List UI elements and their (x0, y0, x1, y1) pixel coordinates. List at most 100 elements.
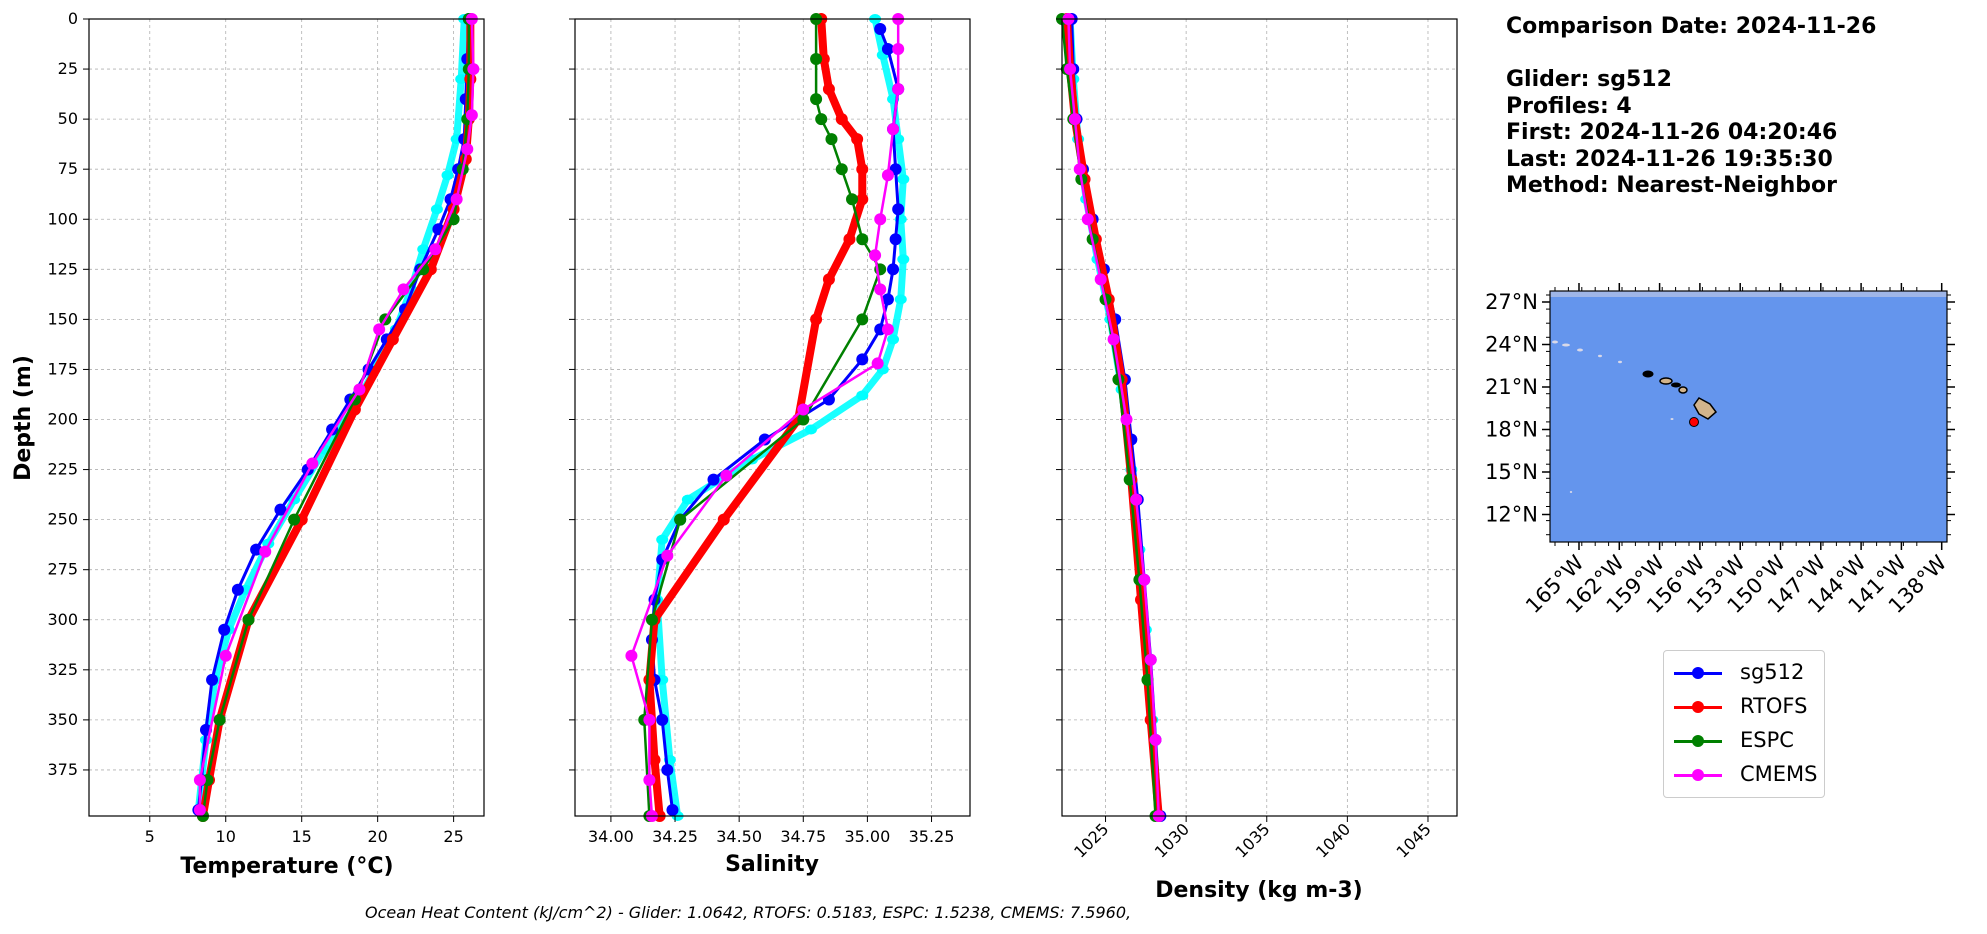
sg512-point (707, 473, 720, 486)
sg512-raw-trace (194, 18, 468, 811)
cmems-point (1138, 573, 1151, 586)
map-islands (1552, 340, 1718, 493)
map-ytick-label: 27°N (1485, 290, 1538, 314)
salinity-axes-frame (574, 18, 971, 817)
salinity-xtick-label: 34.00 (588, 827, 634, 846)
cmems-point (869, 249, 882, 262)
cmems-point (661, 549, 674, 562)
profile-count: Profiles: 4 (1506, 93, 1632, 119)
rtofs-point (648, 753, 661, 766)
density-panel: 1025 1030 1035 1040 1045 Density (kg m-3) (1056, 13, 1458, 903)
salinity-xtick-label: 34.75 (780, 827, 826, 846)
cmems-point (1144, 653, 1157, 666)
cmems-point (353, 383, 366, 396)
espc-series-line (201, 19, 471, 817)
depth-ytick-label: 50 (58, 109, 78, 128)
density-axes-frame (1061, 18, 1458, 817)
rtofs-point (717, 513, 730, 526)
espc-point (213, 713, 226, 726)
cmems-point (306, 457, 319, 470)
cmems-point (193, 773, 206, 786)
cmems-point (797, 403, 810, 416)
rtofs-point (822, 273, 835, 286)
salinity-panel: 34.00 34.25 34.50 34.75 35.00 35.25 Salinity (569, 13, 971, 877)
glider-name: Glider: sg512 (1506, 67, 1672, 92)
legend-label: sg512 (1740, 660, 1805, 684)
temperature-xtick-label: 20 (367, 827, 387, 846)
cmems-point (874, 283, 887, 296)
sg512-point (206, 673, 219, 686)
espc-point (815, 113, 828, 126)
salinity-xtick-label: 34.50 (716, 827, 762, 846)
cmems-point (1073, 163, 1086, 176)
rtofs-series-line (1062, 18, 1163, 817)
espc-point (1141, 673, 1154, 686)
comparison-info: Comparison Date: 2024-11-26 Glider: sg51… (1506, 14, 1876, 200)
rtofs-series-line (198, 19, 475, 817)
legend-label: ESPC (1740, 728, 1794, 752)
sg512-series-line (196, 18, 471, 811)
temperature-panel: 5 10 15 20 250255075100125150175200225250275… (11, 9, 485, 879)
sg512-point (874, 23, 887, 36)
cmems-point (1064, 63, 1077, 76)
espc-point (846, 193, 859, 206)
depth-ytick-label: 200 (47, 410, 78, 429)
cmems-point (1068, 113, 1081, 126)
depth-ytick-label: 250 (47, 510, 78, 529)
cmems-point (193, 803, 206, 816)
density-xtick-label: 1025 (1070, 819, 1112, 861)
legend-item-sg512: sg512 (1674, 659, 1824, 689)
cmems-point (1120, 413, 1133, 426)
depth-ytick-label: 25 (58, 59, 78, 78)
espc-point (797, 413, 810, 426)
sg512-point (231, 583, 244, 596)
density-xlabel: Density (kg m-3) (1155, 878, 1363, 903)
cmems-point (887, 123, 900, 136)
rtofs-point (386, 333, 399, 346)
depth-ytick-label: 225 (47, 460, 78, 479)
temperature-axes-frame (88, 18, 485, 817)
cmems-point (1130, 493, 1143, 506)
depth-ytick-label: 350 (47, 710, 78, 729)
cmems-point (881, 169, 894, 182)
sg512-point (656, 713, 669, 726)
cmems-point (465, 109, 478, 122)
sg512-point (881, 293, 894, 306)
sg512-point (250, 543, 263, 556)
sg512-point (758, 433, 771, 446)
espc-point (835, 163, 848, 176)
temperature-xtick-label: 5 (145, 827, 155, 846)
depth-ytick-label: 100 (47, 209, 78, 228)
rtofs-point (851, 133, 864, 146)
legend-label: RTOFS (1740, 694, 1808, 718)
sg512-point (661, 763, 674, 776)
map-frame (1549, 290, 1948, 543)
salinity-xtick-label: 35.25 (909, 827, 955, 846)
cmems-point (450, 193, 463, 206)
cmems-point (643, 713, 656, 726)
map-top-band (1550, 291, 1947, 297)
cmems-point (219, 649, 232, 662)
map-ytick-label: 18°N (1485, 418, 1538, 442)
cmems-point (1081, 213, 1094, 226)
legend-marker (1692, 701, 1704, 713)
cmems-point (1094, 273, 1107, 286)
cmems-point (881, 323, 894, 336)
sg512-point (881, 43, 894, 56)
sg512-point (666, 803, 679, 816)
legend-item-espc: ESPC (1674, 727, 1824, 757)
salinity-xtick-label: 35.00 (844, 827, 890, 846)
legend-marker (1692, 735, 1704, 747)
rtofs-series-line (645, 18, 867, 817)
cmems-point (874, 213, 887, 226)
depth-ytick-label: 175 (47, 359, 78, 378)
sg512-point (889, 233, 902, 246)
depth-ytick-label: 300 (47, 610, 78, 629)
rtofs-point (856, 163, 869, 176)
cmems-series-line (198, 18, 475, 810)
rtofs-point (835, 113, 848, 126)
temperature-xlabel: Temperature (°C) (180, 854, 393, 879)
espc-point (825, 133, 838, 146)
cmems-point (871, 357, 884, 370)
density-xtick-label: 1045 (1393, 819, 1435, 861)
